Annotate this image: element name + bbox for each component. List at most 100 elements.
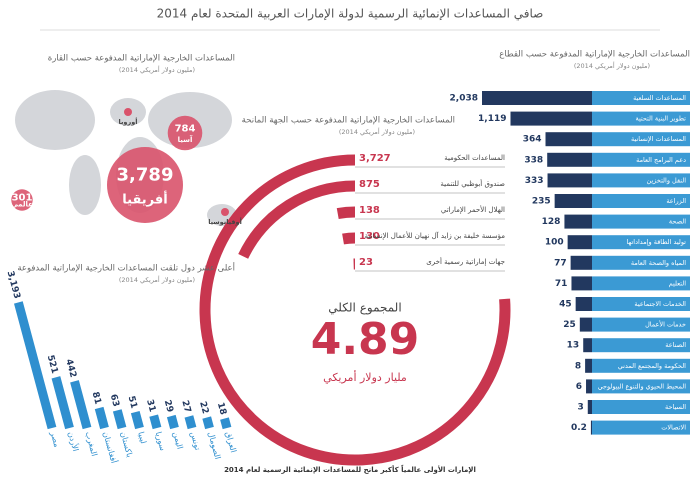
value-label: 71 bbox=[555, 279, 568, 289]
category-label: خدمات الأعمال bbox=[645, 320, 686, 329]
bar bbox=[184, 415, 197, 430]
category-label: صندوق أبوظبي للتنمية bbox=[440, 179, 505, 188]
value-label: 2,038 bbox=[450, 94, 478, 104]
category-label: الصحة bbox=[669, 218, 686, 226]
value-label: 301 bbox=[12, 192, 33, 203]
category-label: المياه والصحة العامة bbox=[631, 259, 686, 267]
bar bbox=[112, 409, 127, 430]
category-box bbox=[592, 297, 690, 311]
bubble bbox=[167, 115, 203, 151]
value-label: 8 bbox=[575, 361, 581, 371]
value-label: 29 bbox=[162, 399, 175, 414]
category-box bbox=[592, 317, 690, 332]
value-label: 0.2 bbox=[571, 423, 587, 433]
bar bbox=[202, 416, 214, 430]
value-label: 130 bbox=[359, 231, 380, 242]
bar bbox=[14, 301, 57, 430]
bar bbox=[586, 379, 592, 394]
pin bbox=[124, 108, 132, 116]
category-label: سوريا bbox=[154, 431, 168, 452]
value-label: 45 bbox=[559, 300, 572, 310]
bubble bbox=[11, 189, 33, 211]
value-label: 235 bbox=[532, 197, 551, 207]
bar bbox=[564, 214, 592, 229]
category-label: التعليم bbox=[669, 279, 687, 287]
value-label: 31 bbox=[144, 398, 157, 413]
value-label: 338 bbox=[524, 155, 543, 165]
bar bbox=[579, 317, 592, 332]
category-label: النقل والتخزين bbox=[647, 176, 687, 184]
value-label: 442 bbox=[63, 358, 78, 379]
category-label: أوروبا bbox=[119, 117, 138, 126]
value-label: 13 bbox=[567, 341, 580, 351]
total-value: 4.89 bbox=[311, 314, 420, 365]
category-label: تطوير البنية التحتية bbox=[635, 115, 686, 123]
value-label: 23 bbox=[359, 257, 373, 268]
value-label: 100 bbox=[545, 238, 564, 248]
category-label: المغرب bbox=[84, 431, 99, 458]
value-label: 138 bbox=[359, 205, 380, 216]
category-box bbox=[592, 194, 690, 208]
value-label: 333 bbox=[525, 176, 544, 186]
value-label: 3 bbox=[578, 403, 584, 413]
category-box bbox=[592, 255, 690, 270]
category-label: مصر bbox=[48, 430, 61, 448]
bar bbox=[70, 380, 92, 430]
main-title: صافي المساعدات الإنمائية الرسمية لدولة ا… bbox=[157, 7, 544, 22]
category-box bbox=[592, 420, 690, 435]
category-box bbox=[592, 91, 690, 105]
bar bbox=[130, 410, 144, 430]
total-label: المجموع الكلي bbox=[328, 301, 401, 316]
value-label: 3,789 bbox=[117, 165, 174, 186]
panel-title: أعلى عشر دول تلقت المساعدات الخارجية الإ… bbox=[17, 262, 235, 274]
arc bbox=[336, 206, 356, 219]
value-label: 3,727 bbox=[359, 153, 391, 164]
value-label: 27 bbox=[179, 399, 192, 414]
bar bbox=[482, 91, 592, 105]
category-label: باكستان bbox=[119, 431, 135, 459]
continent bbox=[69, 155, 101, 215]
value-label: 875 bbox=[359, 179, 380, 190]
bar bbox=[545, 132, 592, 147]
panel-subtitle: (مليون دولار أمريكي 2014) bbox=[339, 127, 415, 136]
value-label: 784 bbox=[175, 124, 196, 135]
category-label: العراق bbox=[224, 431, 238, 454]
bar bbox=[510, 111, 592, 126]
bar bbox=[570, 255, 592, 270]
category-box bbox=[592, 173, 690, 188]
bar bbox=[583, 338, 592, 353]
category-label: الصومال bbox=[206, 431, 222, 461]
category-label: اليمن bbox=[171, 431, 184, 451]
category-box bbox=[592, 132, 690, 147]
value-label: 6 bbox=[576, 382, 582, 392]
category-label: المساعدات الحكومية bbox=[444, 154, 505, 162]
bar bbox=[149, 414, 162, 430]
category-label: جهات إماراتية رسمية أخرى bbox=[426, 257, 505, 266]
category-label: الهلال الأحمر الإماراتي bbox=[441, 205, 505, 214]
arc bbox=[238, 180, 356, 259]
category-label: أوقيانوسيا bbox=[208, 217, 242, 226]
continent bbox=[15, 90, 95, 150]
value-label: 81 bbox=[90, 391, 103, 406]
value-label: 364 bbox=[523, 135, 542, 145]
value-label: 18 bbox=[215, 401, 228, 416]
category-box bbox=[592, 152, 690, 167]
value-label: 3,193 bbox=[5, 270, 22, 300]
category-label: المحيط الحيوي والتنوع البيولوجي bbox=[598, 382, 687, 390]
category-label: توليد الطاقة وإمداداتها bbox=[627, 238, 687, 246]
category-label: المساعدات الإنسانية bbox=[631, 135, 686, 143]
category-label: دعم البرامج العامة bbox=[636, 156, 686, 164]
value-label: 77 bbox=[554, 258, 567, 268]
category-label: المساعدات السلعية bbox=[633, 94, 686, 102]
category-box bbox=[592, 111, 690, 126]
category-label: أفغانستان bbox=[101, 430, 119, 464]
bar bbox=[166, 414, 179, 430]
value-label: 25 bbox=[563, 320, 576, 330]
category-label: ليبيا bbox=[136, 431, 148, 445]
footer: الإمارات الأولى عالمياً كأكبر مانح للمسا… bbox=[224, 464, 476, 474]
category-box bbox=[592, 276, 690, 291]
pin bbox=[221, 208, 229, 216]
category-box bbox=[592, 400, 690, 414]
category-box bbox=[592, 235, 690, 250]
panel-title: المساعدات الخارجية الإماراتية المدفوعة ح… bbox=[499, 50, 690, 60]
